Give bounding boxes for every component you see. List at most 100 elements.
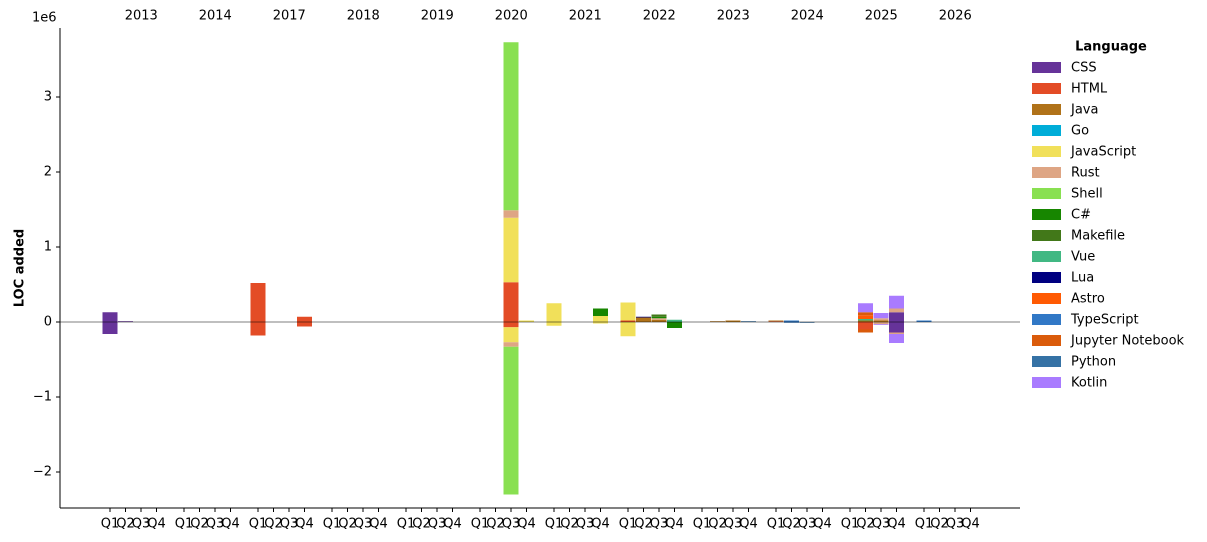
bar-segment (710, 321, 725, 322)
x-tick-label: Q1 (101, 517, 120, 532)
bar-segment (593, 308, 608, 316)
y-tick-label: −1 (33, 390, 52, 405)
bar-segment (858, 312, 873, 316)
bar-segment (519, 320, 534, 322)
x-tick-label: Q4 (961, 517, 980, 532)
x-tick-label: Q2 (782, 517, 801, 532)
bar-segment (118, 321, 133, 322)
x-tick-label: Q4 (517, 517, 536, 532)
legend-label: JavaScript (1070, 145, 1136, 160)
group-label: 2017 (273, 9, 306, 24)
x-tick-label: Q1 (397, 517, 416, 532)
legend-label: Go (1071, 124, 1089, 139)
bar-segment (593, 316, 608, 322)
bar-segment (799, 322, 815, 323)
x-tick-label: Q2 (486, 517, 505, 532)
y-tick-label: 3 (44, 90, 52, 105)
y-tick-label: 1 (44, 240, 52, 255)
bar-segment (784, 320, 799, 322)
bar-segment (503, 210, 519, 218)
bar-segment (620, 302, 636, 321)
x-tick-label: Q4 (295, 517, 314, 532)
x-tick-label: Q2 (856, 517, 875, 532)
group-label: 2026 (939, 9, 972, 24)
x-tick-label: Q3 (428, 517, 447, 532)
bar-segment (503, 217, 519, 283)
x-tick-label: Q3 (576, 517, 595, 532)
x-tick-label: Q4 (591, 517, 610, 532)
legend-label: Shell (1071, 187, 1103, 202)
legend-swatch (1032, 230, 1061, 241)
bar-segment (873, 318, 889, 321)
legend-label: Vue (1071, 250, 1095, 265)
x-tick-label: Q2 (338, 517, 357, 532)
x-tick-label: Q3 (354, 517, 373, 532)
x-tick-label: Q2 (264, 517, 283, 532)
x-tick-label: Q1 (915, 517, 934, 532)
legend-label: Rust (1071, 166, 1100, 181)
legend-swatch (1032, 209, 1061, 220)
legend-swatch (1032, 188, 1061, 199)
x-tick-label: Q4 (739, 517, 758, 532)
group-label: 2018 (347, 9, 380, 24)
legend-swatch (1032, 251, 1061, 262)
bar-segment (651, 319, 667, 322)
x-tick-label: Q1 (545, 517, 564, 532)
x-tick-label: Q3 (650, 517, 669, 532)
bar-segment (889, 312, 904, 322)
y-offset-label: 1e6 (32, 11, 57, 26)
x-tick-label: Q3 (872, 517, 891, 532)
legend-label: Python (1071, 355, 1116, 370)
bar-segment (503, 42, 519, 211)
bar-segment (651, 314, 667, 317)
bar-segment (297, 316, 312, 322)
bar-segment (593, 322, 608, 324)
x-tick-label: Q4 (665, 517, 684, 532)
bar-segment (297, 322, 312, 327)
legend-swatch (1032, 62, 1061, 73)
x-tick-label: Q2 (634, 517, 653, 532)
group-label: 2021 (569, 9, 602, 24)
x-tick-label: Q3 (502, 517, 521, 532)
x-tick-label: Q1 (693, 517, 712, 532)
x-tick-label: Q3 (280, 517, 299, 532)
legend-swatch (1032, 293, 1061, 304)
x-tick-label: Q2 (930, 517, 949, 532)
x-tick-label: Q1 (471, 517, 490, 532)
bar-segment (858, 319, 873, 321)
legend-swatch (1032, 146, 1061, 157)
group-label: 2024 (791, 9, 824, 24)
bar-segment (858, 329, 873, 333)
bar-segment (620, 322, 636, 337)
bar-segment (873, 322, 889, 325)
x-tick-label: Q4 (443, 517, 462, 532)
y-axis-label: LOC added (13, 229, 28, 307)
legend-label: CSS (1071, 61, 1097, 76)
bar-segment (889, 308, 904, 313)
x-tick-label: Q4 (813, 517, 832, 532)
bar-segment (651, 316, 667, 319)
x-tick-label: Q2 (708, 517, 727, 532)
x-tick-label: Q4 (147, 517, 166, 532)
legend-swatch (1032, 272, 1061, 283)
bar-segment (620, 320, 636, 322)
bar-segment (858, 303, 873, 313)
group-label: 2020 (495, 9, 528, 24)
bar-segment (503, 346, 519, 495)
legend-swatch (1032, 104, 1061, 115)
bar-segment (667, 322, 682, 328)
bar-segment (651, 318, 667, 320)
group-label: 2019 (421, 9, 454, 24)
legend-label: HTML (1071, 82, 1108, 97)
x-tick-label: Q4 (369, 517, 388, 532)
legend-swatch (1032, 314, 1061, 325)
bar-segment (858, 322, 873, 330)
legend-label: Jupyter Notebook (1070, 334, 1185, 349)
x-tick-label: Q1 (767, 517, 786, 532)
legend-swatch (1032, 356, 1061, 367)
x-tick-label: Q4 (221, 517, 240, 532)
legend-swatch (1032, 125, 1061, 136)
group-label: 2013 (125, 9, 158, 24)
x-tick-label: Q2 (560, 517, 579, 532)
